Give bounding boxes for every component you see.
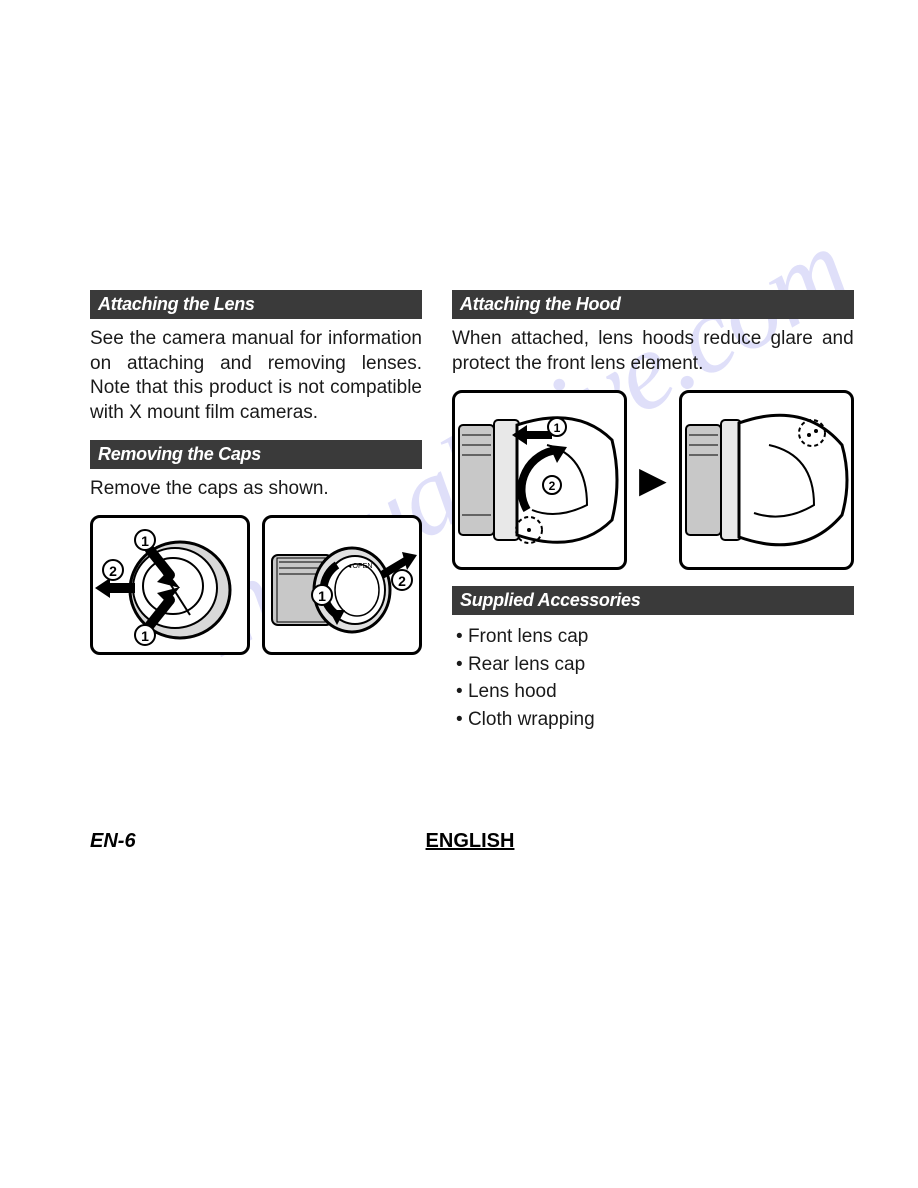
figure-hood-attached <box>679 390 854 570</box>
svg-text:1: 1 <box>141 628 149 644</box>
figure-front-cap: 1 1 2 <box>90 515 250 655</box>
hood-attach-icon: 1 2 <box>457 395 622 565</box>
section-header-removing-caps: Removing the Caps <box>90 440 422 469</box>
figure-hood-attach: 1 2 <box>452 390 627 570</box>
arrow-separator-icon: ▶ <box>639 459 667 501</box>
page-footer: EN-6 ENGLISH <box>90 830 850 853</box>
svg-text:2: 2 <box>398 573 406 589</box>
left-column: Attaching the Lens See the camera manual… <box>90 290 422 734</box>
svg-text:2: 2 <box>109 563 117 579</box>
right-column: Attaching the Hood When attached, lens h… <box>452 290 854 734</box>
page-number: EN-6 <box>90 830 136 853</box>
list-item: Front lens cap <box>456 623 854 651</box>
figure-rear-cap: 1 2 ◄OPEN <box>262 515 422 655</box>
svg-text:1: 1 <box>141 533 149 549</box>
list-item: Cloth wrapping <box>456 706 854 734</box>
rear-cap-icon: 1 2 ◄OPEN <box>267 520 417 650</box>
svg-text:2: 2 <box>549 479 556 493</box>
list-item: Rear lens cap <box>456 651 854 679</box>
svg-text:1: 1 <box>554 421 561 435</box>
svg-text:◄OPEN: ◄OPEN <box>346 563 373 570</box>
svg-text:1: 1 <box>318 588 326 604</box>
front-cap-icon: 1 1 2 <box>95 520 245 650</box>
figure-row-caps: 1 1 2 <box>90 515 422 655</box>
section-header-attaching-hood: Attaching the Hood <box>452 290 854 319</box>
section-header-accessories: Supplied Accessories <box>452 586 854 615</box>
hood-attached-icon <box>684 395 849 565</box>
body-attaching-lens: See the camera manual for information on… <box>90 327 422 426</box>
body-attaching-hood: When attached, lens hoods reduce glare a… <box>452 327 854 376</box>
accessories-list: Front lens cap Rear lens cap Lens hood C… <box>452 623 854 733</box>
page-content: Attaching the Lens See the camera manual… <box>90 290 850 734</box>
list-item: Lens hood <box>456 678 854 706</box>
language-label: ENGLISH <box>426 830 515 853</box>
figure-row-hood: 1 2 ▶ <box>452 390 854 570</box>
section-header-attaching-lens: Attaching the Lens <box>90 290 422 319</box>
body-removing-caps: Remove the caps as shown. <box>90 477 422 502</box>
